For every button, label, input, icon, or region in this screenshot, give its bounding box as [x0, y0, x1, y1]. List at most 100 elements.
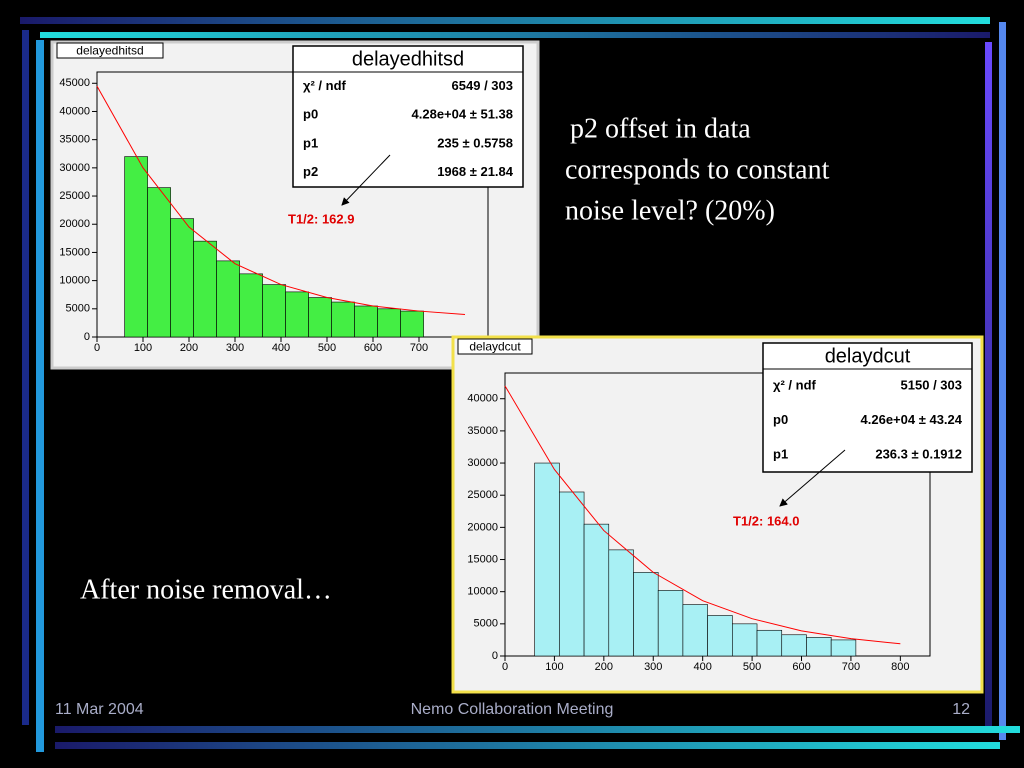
- x-tick-label: 500: [743, 661, 761, 673]
- histogram-bar: [239, 273, 263, 338]
- stats-value: 236.3 ± 0.1912: [875, 446, 962, 461]
- x-tick-label: 300: [644, 661, 662, 673]
- title-tab: [56, 42, 164, 59]
- x-tick-label: 100: [134, 342, 152, 354]
- histogram-bar: [830, 639, 857, 657]
- x-tick-label: 100: [545, 661, 563, 673]
- histogram-bar: [732, 623, 758, 657]
- y-tick-label: 40000: [467, 393, 498, 405]
- x-tick-label: 0: [502, 661, 508, 673]
- x-tick-label: 300: [226, 342, 244, 354]
- histogram-bar: [285, 291, 309, 338]
- histogram-bar: [806, 637, 832, 657]
- decor-bar: [22, 30, 29, 725]
- y-tick-label: 5000: [474, 618, 498, 630]
- histogram-bar: [308, 297, 332, 338]
- annotation-arrow: [779, 449, 846, 507]
- histogram-bar: [608, 549, 634, 657]
- histogram-bar: [781, 634, 807, 657]
- y-tick-label: 35000: [467, 425, 498, 437]
- histogram-bar: [354, 305, 378, 338]
- decor-bar: [999, 22, 1006, 740]
- decor-bar: [20, 17, 990, 24]
- y-tick-label: 10000: [467, 586, 498, 598]
- histogram-bar: [147, 187, 171, 338]
- y-tick-label: 25000: [59, 190, 90, 202]
- histogram-bar: [400, 310, 424, 338]
- footer-date: 11 Mar 2004: [55, 701, 144, 718]
- y-tick-label: 20000: [467, 521, 498, 533]
- slide-text: After noise removal…: [80, 574, 332, 605]
- slide-text: p2 offset in data: [570, 113, 751, 144]
- y-tick-label: 20000: [59, 218, 90, 230]
- chart-title: delaydcut: [469, 340, 521, 354]
- histogram-bar: [193, 240, 217, 338]
- x-tick-label: 500: [318, 342, 336, 354]
- x-tick-label: 600: [364, 342, 382, 354]
- histogram-bar: [377, 308, 401, 338]
- stats-label: p0: [303, 107, 318, 122]
- chart-title: delayedhitsd: [76, 44, 143, 58]
- y-tick-label: 0: [492, 650, 498, 662]
- fit-curve: [96, 85, 466, 315]
- y-tick-label: 15000: [59, 246, 90, 258]
- stats-label: p2: [303, 164, 318, 179]
- y-tick-label: 15000: [467, 553, 498, 565]
- x-tick-label: 800: [891, 661, 909, 673]
- footer-page: 12: [952, 701, 970, 718]
- histogram-bar: [657, 590, 684, 657]
- stats-label: p1: [303, 135, 318, 150]
- stats-title: delayedhitsd: [352, 48, 464, 70]
- histogram-bar: [583, 523, 610, 657]
- stats-value: 235 ± 0.5758: [437, 135, 513, 150]
- stats-box: [292, 45, 524, 188]
- histogram-bar: [633, 572, 659, 657]
- y-tick-label: 25000: [467, 489, 498, 501]
- histogram-bar: [707, 615, 733, 657]
- histogram-bar: [559, 491, 585, 657]
- stats-label: p1: [773, 446, 788, 461]
- histogram-bar: [756, 629, 783, 657]
- stats-value: 4.26e+04 ± 43.24: [861, 412, 963, 427]
- x-tick-label: 200: [180, 342, 198, 354]
- slide-text: noise level? (20%): [565, 195, 775, 226]
- y-tick-label: 5000: [66, 303, 90, 315]
- decor-bar: [55, 742, 1000, 749]
- footer-meeting: Nemo Collaboration Meeting: [411, 701, 614, 718]
- annotation: T1/2: 164.0: [733, 513, 800, 528]
- y-tick-label: 30000: [467, 457, 498, 469]
- stats-value: 1968 ± 21.84: [437, 164, 514, 179]
- stats-box: [762, 342, 973, 473]
- decor-bar: [40, 32, 990, 38]
- histogram-bar: [262, 284, 286, 338]
- decor-bar: [985, 42, 992, 732]
- stats-value: 6549 / 303: [452, 78, 513, 93]
- stats-title: delaydcut: [825, 345, 911, 367]
- histogram-bar: [124, 156, 148, 338]
- stats-label: χ² / ndf: [773, 378, 817, 393]
- y-tick-label: 45000: [59, 77, 90, 89]
- y-tick-label: 40000: [59, 105, 90, 117]
- x-tick-label: 200: [595, 661, 613, 673]
- y-tick-label: 35000: [59, 134, 90, 146]
- histogram-bar: [534, 462, 560, 657]
- x-tick-label: 600: [792, 661, 810, 673]
- decor-bar: [55, 726, 1020, 733]
- histogram-bar: [331, 301, 355, 338]
- annotation: T1/2: 162.9: [288, 211, 355, 226]
- annotation-arrow: [341, 154, 391, 206]
- x-tick-label: 400: [693, 661, 711, 673]
- fit-curve: [504, 385, 901, 645]
- histogram-bar: [216, 260, 240, 338]
- y-tick-label: 10000: [59, 275, 90, 287]
- histogram-bar: [682, 604, 708, 657]
- title-tab: [457, 338, 533, 355]
- decor-bar: [36, 40, 44, 752]
- y-tick-label: 30000: [59, 162, 90, 174]
- stats-value: 4.28e+04 ± 51.38: [412, 107, 513, 122]
- histogram-bar: [170, 218, 194, 338]
- stats-label: p0: [773, 412, 788, 427]
- x-tick-label: 700: [842, 661, 860, 673]
- y-tick-label: 0: [84, 331, 90, 343]
